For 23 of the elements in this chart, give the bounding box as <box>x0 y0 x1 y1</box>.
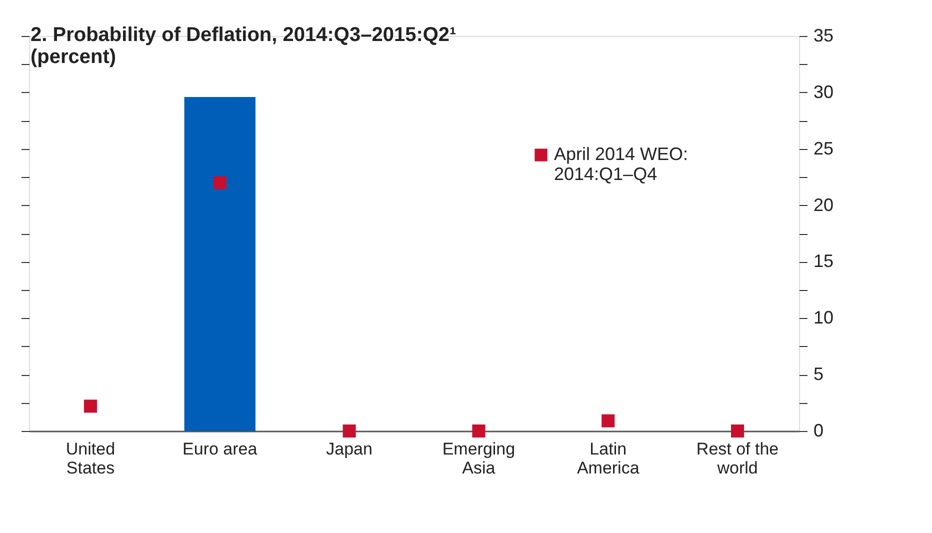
y-tick-label: 35 <box>814 26 834 46</box>
point <box>213 176 226 190</box>
x-tick-label: Rest of the world <box>696 440 779 478</box>
y-tick-label: 5 <box>814 364 824 384</box>
x-tick-label: Latin America <box>576 440 640 478</box>
y-tick-label: 20 <box>814 194 834 215</box>
y-tick-label: 0 <box>814 420 824 440</box>
point <box>602 414 615 428</box>
y-tick-label: 30 <box>814 82 834 102</box>
point <box>472 424 486 438</box>
y-tick-label: 10 <box>814 308 834 328</box>
chart-title: 2. Probability of Deflation, 2014:Q3–2015:Q2¹ <box>30 24 457 46</box>
x-tick-label: Euro area <box>182 440 258 458</box>
point <box>731 424 744 438</box>
y-tick-label: 15 <box>814 251 834 272</box>
y-tick-label: 25 <box>814 138 834 158</box>
x-tick-label: Japan <box>326 440 372 458</box>
point <box>342 424 356 438</box>
point <box>84 400 97 413</box>
text: (percent) <box>30 46 116 68</box>
legend-label: April 2014 WEO: 2014:Q1–Q4 <box>554 144 688 184</box>
x-tick-label: Emerging Asia <box>442 440 516 478</box>
x-tick-label: United States <box>66 440 116 478</box>
